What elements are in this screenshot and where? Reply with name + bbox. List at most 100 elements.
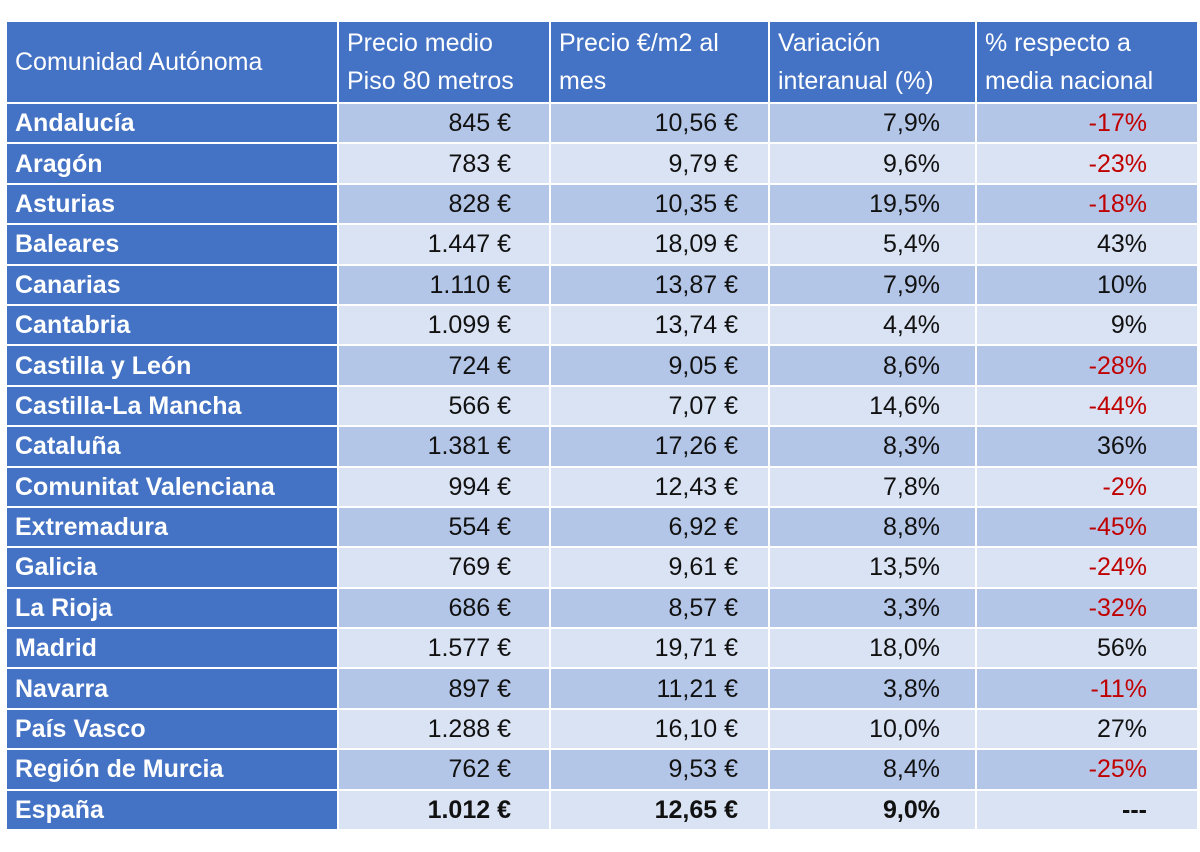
- value-cell: 5,4%: [768, 223, 977, 266]
- table-row: Región de Murcia 762 €9,53 €8,4% -25%: [5, 748, 1199, 791]
- table-row: Cataluña 1.381 €17,26 €8,3% 36%: [5, 425, 1199, 468]
- header-text: Precio €/m2 al: [559, 29, 719, 57]
- value-cell: 6,92 €: [549, 505, 770, 549]
- value-cell: 1.447 €: [337, 223, 551, 266]
- value-cell: 10%: [975, 263, 1199, 306]
- header-cell: Comunidad Autónoma: [5, 20, 339, 104]
- header-text: mes: [559, 67, 607, 95]
- region-cell: La Rioja: [5, 586, 339, 630]
- header-cell: Precio medio Piso 80 metros: [337, 20, 551, 104]
- value-cell: 7,8%: [768, 465, 977, 508]
- value-cell: -11%: [975, 667, 1199, 710]
- value-cell: 19,5%: [768, 182, 977, 226]
- region-cell: País Vasco: [5, 707, 339, 751]
- table-row: Cantabria 1.099 €13,74 €4,4% 9%: [5, 303, 1199, 347]
- value-cell: 9,79 €: [549, 142, 770, 185]
- value-cell: -24%: [975, 546, 1199, 589]
- region-cell: Región de Murcia: [5, 748, 339, 791]
- table-header: Comunidad Autónoma Precio medio Piso 80 me…: [5, 20, 1199, 104]
- value-cell: 56%: [975, 627, 1199, 670]
- header-cell: Precio €/m2 al mes: [549, 20, 770, 104]
- value-cell: 686 €: [337, 586, 551, 630]
- value-cell: 9,53 €: [549, 748, 770, 791]
- header-cell: Variación interanual (%): [768, 20, 977, 104]
- value-cell: 8,3%: [768, 425, 977, 468]
- table-row: La Rioja 686 €8,57 €3,3% -32%: [5, 586, 1199, 630]
- value-cell: 9%: [975, 303, 1199, 347]
- header-text: media nacional: [985, 67, 1154, 95]
- value-cell: 13,74 €: [549, 303, 770, 347]
- value-cell: 1.099 €: [337, 303, 551, 347]
- header-row: Comunidad Autónoma Precio medio Piso 80 me…: [5, 20, 1199, 104]
- table-row: Canarias 1.110 €13,87 €7,9% 10%: [5, 263, 1199, 306]
- value-cell: 17,26 €: [549, 425, 770, 468]
- value-cell: -28%: [975, 344, 1199, 387]
- value-cell: 8,6%: [768, 344, 977, 387]
- value-cell: 36%: [975, 425, 1199, 468]
- header-text: % respecto a: [985, 29, 1131, 57]
- price-table: Comunidad Autónoma Precio medio Piso 80 me…: [5, 20, 1199, 832]
- value-cell: -18%: [975, 182, 1199, 226]
- value-cell: 10,0%: [768, 707, 977, 751]
- value-cell: 994 €: [337, 465, 551, 508]
- value-cell: 14,6%: [768, 384, 977, 428]
- region-cell: Cataluña: [5, 425, 339, 468]
- value-cell: 19,71 €: [549, 627, 770, 670]
- table-row: Navarra 897 €11,21 €3,8% -11%: [5, 667, 1199, 710]
- region-cell: Castilla-La Mancha: [5, 384, 339, 428]
- region-cell: Navarra: [5, 667, 339, 710]
- table-row: Andalucía 845 €10,56 €7,9% -17%: [5, 101, 1199, 145]
- value-cell: 724 €: [337, 344, 551, 387]
- value-cell: 8,4%: [768, 748, 977, 791]
- header-text: Comunidad Autónoma: [15, 48, 263, 76]
- value-cell: 12,43 €: [549, 465, 770, 508]
- header-cell: % respecto a media nacional: [975, 20, 1199, 104]
- value-cell: -45%: [975, 505, 1199, 549]
- value-cell: 43%: [975, 223, 1199, 266]
- table-row: Castilla y León 724 €9,05 €8,6% -28%: [5, 344, 1199, 387]
- value-cell: 18,09 €: [549, 223, 770, 266]
- value-cell: 9,05 €: [549, 344, 770, 387]
- table-row: Galicia 769 €9,61 €13,5% -24%: [5, 546, 1199, 589]
- value-cell: 18,0%: [768, 627, 977, 670]
- value-cell: 13,5%: [768, 546, 977, 589]
- table-row: País Vasco 1.288 €16,10 €10,0% 27%: [5, 707, 1199, 751]
- value-cell: 1.381 €: [337, 425, 551, 468]
- value-cell: 8,8%: [768, 505, 977, 549]
- region-cell: Cantabria: [5, 303, 339, 347]
- value-cell: 9,0%: [768, 788, 977, 832]
- table-row: Comunitat Valenciana 994 €12,43 €7,8% -2%: [5, 465, 1199, 508]
- value-cell: 554 €: [337, 505, 551, 549]
- value-cell: 16,10 €: [549, 707, 770, 751]
- table-row: Baleares 1.447 €18,09 €5,4% 43%: [5, 223, 1199, 266]
- value-cell: 3,8%: [768, 667, 977, 710]
- value-cell: -44%: [975, 384, 1199, 428]
- value-cell: 10,35 €: [549, 182, 770, 226]
- value-cell: 13,87 €: [549, 263, 770, 306]
- header-text: Precio medio: [347, 29, 493, 57]
- value-cell: 10,56 €: [549, 101, 770, 145]
- value-cell: 769 €: [337, 546, 551, 589]
- value-cell: 897 €: [337, 667, 551, 710]
- value-cell: 1.577 €: [337, 627, 551, 670]
- value-cell: 9,61 €: [549, 546, 770, 589]
- value-cell: 7,9%: [768, 263, 977, 306]
- region-cell: Asturias: [5, 182, 339, 226]
- region-cell: Andalucía: [5, 101, 339, 145]
- region-cell: Extremadura: [5, 505, 339, 549]
- value-cell: 27%: [975, 707, 1199, 751]
- value-cell: 12,65 €: [549, 788, 770, 832]
- value-cell: 9,6%: [768, 142, 977, 185]
- value-cell: 8,57 €: [549, 586, 770, 630]
- value-cell: ---: [975, 788, 1199, 832]
- region-cell: Madrid: [5, 627, 339, 670]
- region-cell: Comunitat Valenciana: [5, 465, 339, 508]
- region-cell: Baleares: [5, 223, 339, 266]
- value-cell: 783 €: [337, 142, 551, 185]
- value-cell: 566 €: [337, 384, 551, 428]
- value-cell: -25%: [975, 748, 1199, 791]
- table-row: Asturias 828 €10,35 €19,5% -18%: [5, 182, 1199, 226]
- table-body: Andalucía 845 €10,56 €7,9% -17% Aragón 783 €…: [5, 101, 1199, 832]
- value-cell: 11,21 €: [549, 667, 770, 710]
